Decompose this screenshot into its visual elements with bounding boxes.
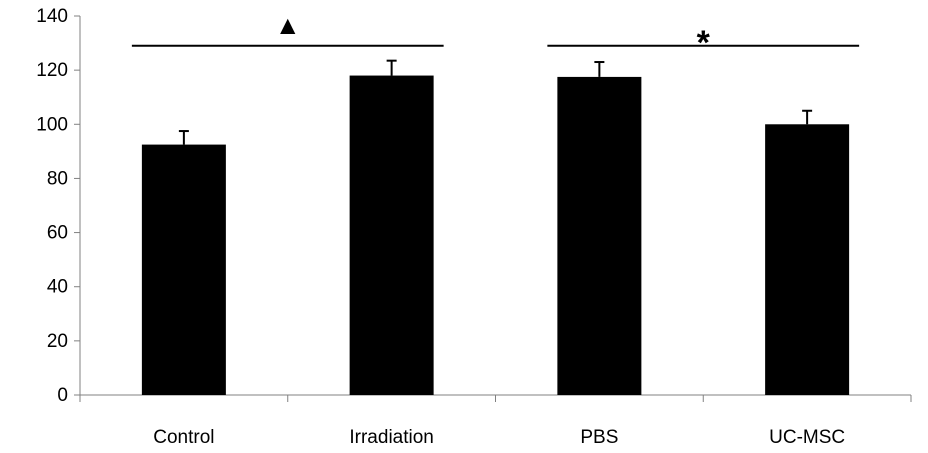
- significance-asterisk-marker: *: [697, 24, 711, 62]
- bar-irradiation: [349, 75, 434, 396]
- y-tick-label: 60: [47, 223, 68, 244]
- y-tick-label: 40: [47, 277, 68, 298]
- y-tick-label: 80: [47, 168, 68, 189]
- x-tick-label: PBS: [580, 427, 618, 448]
- y-tick-label: 100: [36, 114, 68, 135]
- bar-uc-msc: [765, 124, 850, 396]
- y-tick-label: 20: [47, 331, 68, 352]
- y-tick-label: 0: [57, 385, 68, 406]
- x-tick-label: UC-MSC: [769, 427, 845, 448]
- bar-pbs: [557, 76, 642, 396]
- significance-triangle-marker: ▲: [275, 10, 301, 40]
- bar-control: [141, 144, 226, 395]
- x-tick-label: Control: [153, 427, 214, 448]
- y-tick-label: 120: [36, 60, 68, 81]
- y-tick-label: 140: [36, 6, 68, 27]
- x-tick-label: Irradiation: [349, 427, 434, 448]
